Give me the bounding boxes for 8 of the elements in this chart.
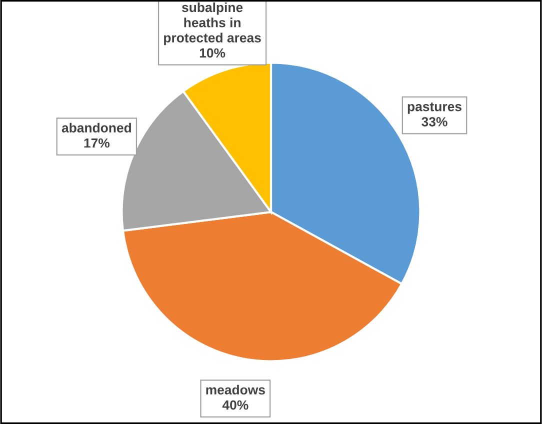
slice-label: subalpine heaths in protected areas	[164, 2, 261, 46]
data-label: 17%	[84, 138, 110, 148]
data-label: 10%	[200, 48, 226, 58]
data-label: 40%	[222, 400, 248, 410]
slice-label: meadows	[206, 384, 265, 395]
data-label: 33%	[422, 117, 448, 126]
slice-label: abandoned	[62, 122, 131, 133]
slice-label: pastures	[408, 102, 462, 114]
